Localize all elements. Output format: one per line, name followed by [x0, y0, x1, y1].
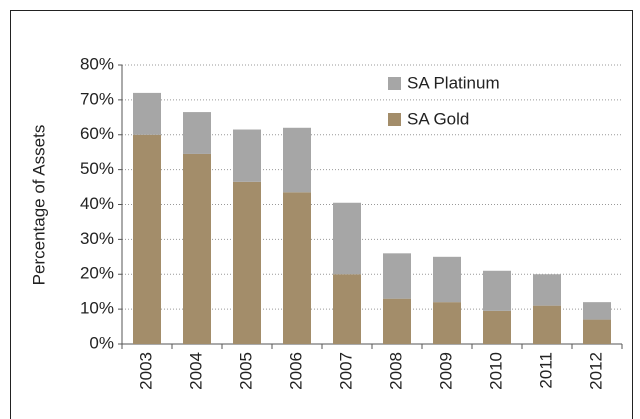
bar-segment: [183, 112, 211, 154]
bar-segment: [483, 270, 511, 311]
bar-segment: [283, 192, 311, 344]
y-tick-label: 70%: [80, 89, 114, 108]
x-tick-label: 2004: [186, 352, 205, 390]
bar-segment: [483, 310, 511, 344]
y-tick-label: 80%: [80, 54, 114, 73]
bar-segment: [383, 253, 411, 299]
bar-segment: [333, 202, 361, 275]
y-tick-label: 0%: [89, 333, 114, 352]
bar-segment: [133, 92, 161, 135]
y-tick-label: 20%: [80, 264, 114, 283]
legend-label: SA Platinum: [407, 73, 500, 92]
bar-segment: [533, 305, 561, 344]
bar-segment: [333, 274, 361, 344]
bar-segment: [283, 127, 311, 193]
bar-segment: [383, 298, 411, 344]
bar-segment: [233, 129, 261, 182]
x-tick-label: 2003: [136, 352, 155, 390]
x-tick-label: 2010: [486, 352, 505, 390]
bar-segment: [583, 319, 611, 344]
legend-label: SA Gold: [407, 109, 469, 128]
bar-segment: [183, 153, 211, 344]
x-tick-label: 2012: [586, 352, 605, 390]
x-tick-label: 2007: [336, 352, 355, 390]
y-tick-label: 30%: [80, 229, 114, 248]
bar-segment: [583, 302, 611, 320]
legend-swatch: [388, 77, 401, 90]
bar-segment: [533, 274, 561, 306]
y-axis-label: Percentage of Assets: [29, 125, 48, 286]
x-tick-label: 2006: [286, 352, 305, 390]
bar-segment: [133, 134, 161, 344]
y-tick-label: 50%: [80, 159, 114, 178]
frame: [10, 10, 633, 419]
x-tick-label: 2005: [236, 352, 255, 390]
x-tick-label: 2011: [536, 352, 555, 389]
y-tick-label: 10%: [80, 299, 114, 318]
bar-segment: [433, 256, 461, 303]
legend-swatch: [388, 113, 401, 126]
y-tick-label: 40%: [80, 194, 114, 213]
x-tick-label: 2008: [386, 352, 405, 390]
x-tick-label: 2009: [436, 352, 455, 390]
bar-segment: [233, 181, 261, 344]
bar-segment: [433, 302, 461, 344]
y-tick-label: 60%: [80, 124, 114, 143]
